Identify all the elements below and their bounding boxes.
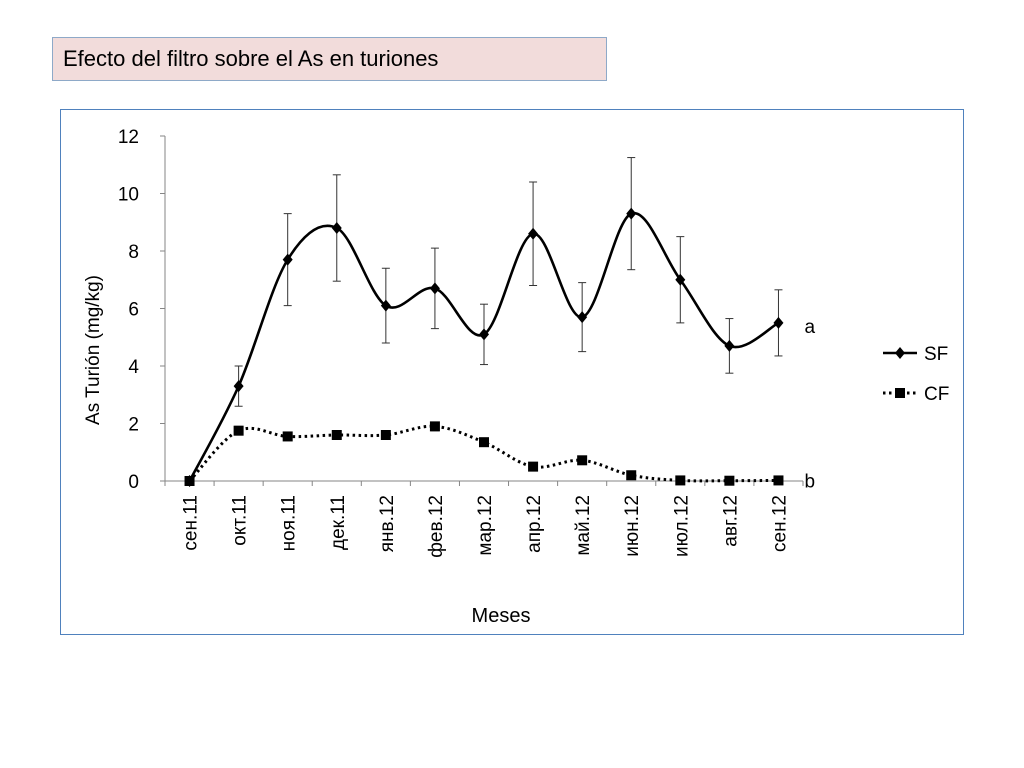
x-tick-labels: сен.11 окт.11 ноя.11 дек.11 янв.12 фев.12 мар.…	[181, 495, 791, 558]
y-axis-label: As Turión (mg/kg)	[83, 275, 104, 425]
series-cf-point	[479, 437, 489, 448]
y-tick-label: 6	[128, 300, 139, 321]
series-sf-point	[675, 273, 686, 286]
x-tick-label: авг.12	[720, 495, 741, 547]
series-sf-point	[429, 282, 440, 295]
series-cf-point	[528, 461, 539, 472]
x-tick-label: янв.12	[377, 495, 398, 552]
series-cf-point	[626, 470, 637, 481]
legend: SF CF	[883, 344, 949, 405]
series-cf-point	[429, 421, 440, 432]
x-tick-label: фев.12	[426, 495, 447, 558]
series-sf-point	[626, 207, 637, 220]
series-cf-annotation: b	[804, 471, 815, 492]
series-sf-point	[577, 311, 588, 324]
x-tick-label: мар.12	[475, 495, 496, 556]
series-sf-point	[233, 380, 244, 393]
series-sf-point	[479, 328, 489, 341]
x-tick-label: сен.12	[769, 495, 790, 552]
series-cf-point	[233, 425, 244, 436]
x-tick-label: июн.12	[622, 495, 643, 557]
series-sf-point	[331, 222, 342, 234]
y-tick-label: 12	[118, 127, 139, 148]
legend-marker	[895, 347, 905, 359]
series-cf-point	[675, 475, 686, 486]
series-cf: b	[184, 421, 815, 492]
x-tick-label: сен.11	[181, 495, 202, 551]
series-layer: ab	[184, 157, 815, 492]
series-sf-annotation: a	[804, 317, 815, 338]
series-cf-point	[773, 475, 784, 486]
x-tick-label: май.12	[573, 495, 594, 556]
x-axis-label: Meses	[472, 605, 531, 627]
x-tick-label: июл.12	[671, 495, 692, 557]
series-cf-line	[188, 424, 779, 483]
series-sf-point	[528, 227, 539, 240]
series-cf-point	[282, 431, 293, 442]
y-tick-label: 2	[128, 415, 139, 436]
series-cf-point	[724, 475, 735, 486]
series-cf-point	[380, 430, 391, 440]
series-sf-point	[282, 253, 293, 266]
y-tick-label: 8	[128, 242, 139, 263]
series-cf-point	[184, 476, 195, 486]
chart-frame: 0 2 4 6 8 10 12 сен.11 окт.11 ноя.11 дек.11 янв.12…	[60, 109, 964, 635]
x-tick-label: апр.12	[524, 495, 545, 553]
legend-marker	[895, 388, 905, 398]
slide-title: Efecto del filtro sobre el As en turione…	[52, 37, 607, 81]
line-chart: 0 2 4 6 8 10 12 сен.11 окт.11 ноя.11 дек.11 янв.12…	[83, 127, 949, 627]
legend-label: CF	[924, 384, 949, 405]
series-cf-point	[331, 430, 342, 440]
series-sf: a	[184, 157, 815, 487]
series-sf-point	[724, 339, 735, 352]
y-tick-labels: 0 2 4 6 8 10 12	[118, 127, 140, 493]
y-tick-label: 4	[128, 357, 139, 378]
chart-axes	[160, 135, 804, 486]
series-sf-point	[380, 299, 391, 312]
series-sf-point	[773, 316, 784, 329]
x-tick-label: окт.11	[230, 495, 251, 546]
y-tick-label: 0	[128, 472, 139, 493]
y-tick-label: 10	[118, 185, 139, 206]
series-cf-point	[577, 455, 588, 466]
x-tick-label: ноя.11	[279, 495, 300, 551]
legend-label: SF	[924, 344, 948, 365]
x-tick-label: дек.11	[328, 495, 349, 550]
